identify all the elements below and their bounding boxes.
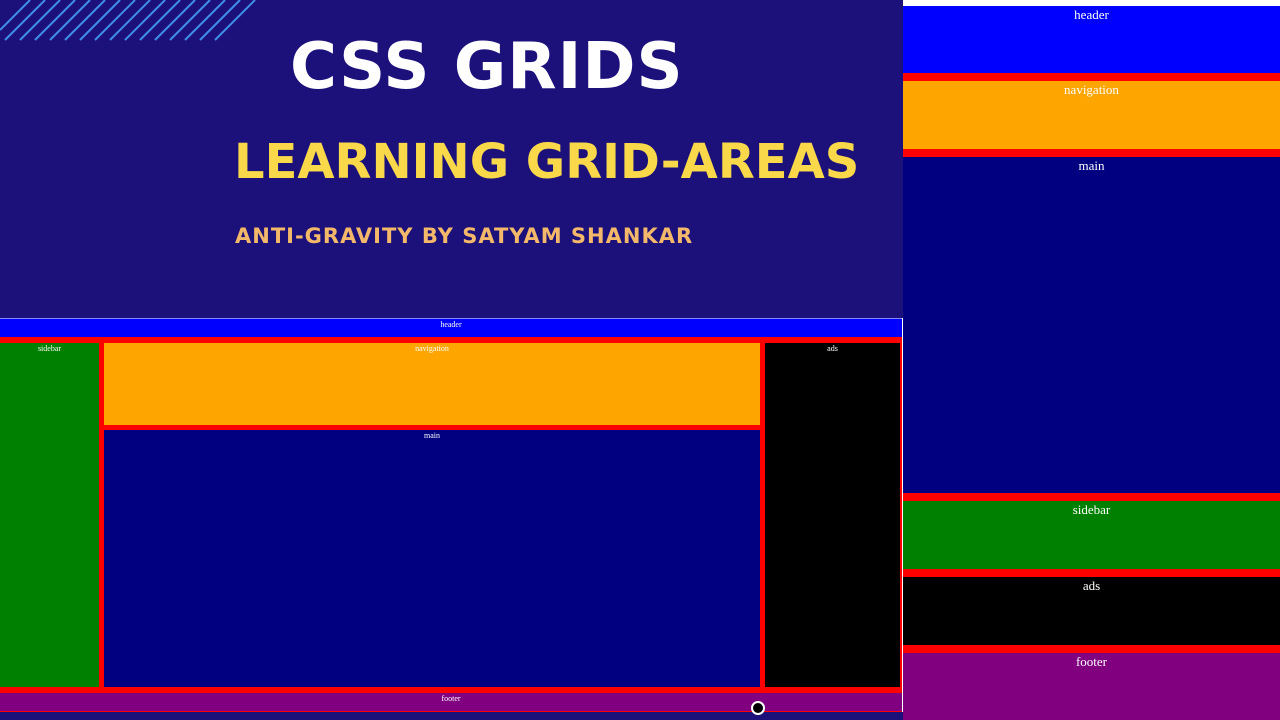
- mobile-navigation: navigation: [903, 81, 1280, 149]
- mobile-sidebar: sidebar: [903, 501, 1280, 569]
- desktop-navigation: navigation: [104, 343, 760, 425]
- divider: [902, 318, 903, 712]
- title: CSS GRIDS: [290, 30, 684, 104]
- subtitle: LEARNING GRID-AREAS: [234, 134, 860, 190]
- desktop-footer: footer: [0, 693, 902, 711]
- desktop-sidebar: sidebar: [0, 343, 99, 687]
- desktop-ads: ads: [765, 343, 900, 687]
- mobile-top: [903, 0, 1280, 6]
- desktop-header: header: [0, 319, 902, 337]
- desktop-main: main: [104, 430, 760, 687]
- stripes: [0, 0, 256, 41]
- mobile-main: main: [903, 157, 1280, 493]
- mobile-header: header: [903, 6, 1280, 73]
- cursor-icon: [751, 701, 765, 715]
- author: ANTI-GRAVITY BY SATYAM SHANKAR: [235, 224, 694, 248]
- mobile-ads: ads: [903, 577, 1280, 645]
- mobile-footer: footer: [903, 653, 1280, 720]
